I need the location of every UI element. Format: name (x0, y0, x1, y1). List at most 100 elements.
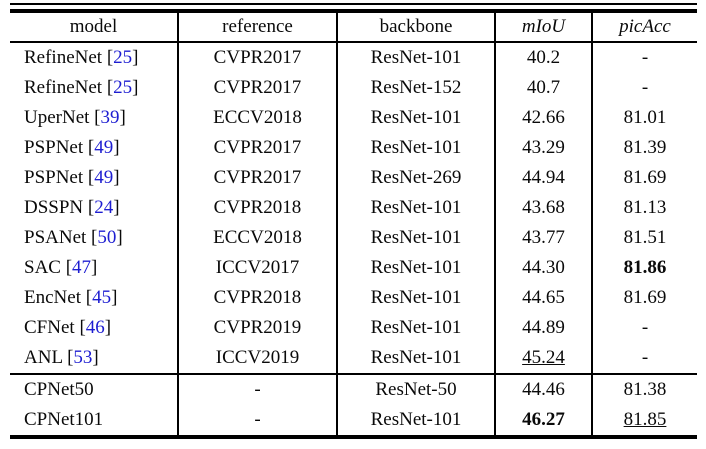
cell-picacc-value: 81.51 (623, 227, 667, 248)
cell-model: RefineNet [25] (24, 77, 139, 98)
cell-model: DSSPN [24] (24, 197, 120, 218)
cell-model: CFNet [46] (24, 317, 112, 338)
table-row: EncNet [45] CVPR2018 ResNet-101 44.65 81.69 (10, 283, 697, 313)
cell-backbone: ResNet-101 (336, 193, 495, 223)
cell-reference: ECCV2018 (177, 223, 337, 253)
table-row: CPNet101 - ResNet-101 46.27 81.85 (10, 405, 697, 437)
citation-link[interactable]: 49 (94, 167, 114, 188)
cell-picacc-value: 81.39 (623, 137, 667, 158)
citation-link[interactable]: 47 (72, 257, 92, 278)
cell-picacc-value: - (641, 347, 649, 368)
cell-model: PSPNet [49] (24, 137, 120, 158)
results-table-wrapper: model reference backbone mIoU picAcc RefineN… (10, 3, 697, 439)
table-row: SAC [47] ICCV2017 ResNet-101 44.30 81.86 (10, 253, 697, 283)
cell-model: CPNet50 (10, 373, 178, 405)
model-name: PSANet (24, 227, 87, 248)
cell-miou-value: 43.68 (522, 197, 565, 218)
citation-link[interactable]: 53 (73, 347, 93, 368)
model-name: RefineNet (24, 47, 103, 68)
cell-reference: ICCV2017 (177, 253, 337, 283)
cell-reference: - (177, 405, 337, 437)
column-header-model: model (10, 11, 178, 43)
cell-picacc: 81.85 (591, 405, 697, 437)
table-row: CPNet50 - ResNet-50 44.46 81.38 (10, 373, 697, 405)
citation-link[interactable]: 25 (113, 47, 133, 68)
cell-picacc-value: 81.86 (623, 257, 667, 278)
column-header-backbone: backbone (336, 11, 495, 43)
cell-picacc: 81.69 (591, 283, 697, 313)
cell-miou: 46.27 (494, 405, 592, 437)
table-header: model reference backbone mIoU picAcc (10, 11, 697, 43)
cell-backbone: ResNet-152 (336, 73, 495, 103)
cell-miou: 44.94 (494, 163, 592, 193)
cell-picacc-value: 81.69 (623, 287, 667, 308)
table-row: PSANet [50] ECCV2018 ResNet-101 43.77 81.51 (10, 223, 697, 253)
model-name: DSSPN (24, 197, 84, 218)
cell-reference: CVPR2019 (177, 313, 337, 343)
cell-reference: - (177, 373, 337, 405)
cell-picacc-value: 81.01 (623, 107, 667, 128)
cell-picacc: - (591, 73, 697, 103)
cell-reference: ICCV2019 (177, 343, 337, 374)
model-name: PSPNet (24, 167, 84, 188)
model-name: EncNet (24, 287, 81, 308)
results-table: model reference backbone mIoU picAcc RefineN… (10, 9, 697, 439)
cell-backbone: ResNet-50 (336, 373, 495, 405)
citation-link[interactable]: 24 (94, 197, 114, 218)
column-header-miou: mIoU (494, 11, 592, 43)
model-name: CFNet (24, 317, 75, 338)
column-header-reference: reference (177, 11, 337, 43)
citation-link[interactable]: 50 (97, 227, 117, 248)
cell-miou-value: 44.30 (522, 257, 565, 278)
cell-model: SAC [47] (24, 257, 98, 278)
cell-backbone: ResNet-101 (336, 343, 495, 374)
table-row: UperNet [39] ECCV2018 ResNet-101 42.66 81.01 (10, 103, 697, 133)
citation-link[interactable]: 46 (85, 317, 105, 338)
cell-backbone: ResNet-101 (336, 223, 495, 253)
cell-backbone: ResNet-101 (336, 42, 495, 73)
cell-miou: 43.77 (494, 223, 592, 253)
cell-picacc: - (591, 343, 697, 374)
table-row: RefineNet [25] CVPR2017 ResNet-101 40.2 - (10, 42, 697, 73)
cell-model: EncNet [45] (24, 287, 118, 308)
cell-model: CPNet101 (10, 405, 178, 437)
cell-miou-value: 45.24 (522, 347, 565, 368)
cell-picacc: - (591, 42, 697, 73)
cell-picacc-value: 81.38 (623, 379, 667, 400)
cell-picacc-value: 81.69 (623, 167, 667, 188)
cell-miou: 44.46 (494, 373, 592, 405)
table-row: PSPNet [49] CVPR2017 ResNet-101 43.29 81.39 (10, 133, 697, 163)
table-row: ANL [53] ICCV2019 ResNet-101 45.24 - (10, 343, 697, 374)
cell-model: ANL [53] (24, 347, 99, 368)
cell-picacc: 81.86 (591, 253, 697, 283)
cell-picacc: 81.13 (591, 193, 697, 223)
cell-picacc-value: 81.85 (623, 409, 667, 430)
model-name: CPNet101 (24, 409, 104, 430)
citation-link[interactable]: 25 (113, 77, 133, 98)
citation-link[interactable]: 49 (94, 137, 114, 158)
cell-backbone: ResNet-101 (336, 253, 495, 283)
cell-picacc: - (591, 313, 697, 343)
cell-miou-value: 44.94 (522, 167, 565, 188)
table-row: DSSPN [24] CVPR2018 ResNet-101 43.68 81.13 (10, 193, 697, 223)
cell-backbone: ResNet-101 (336, 313, 495, 343)
cell-miou-value: 44.65 (522, 287, 565, 308)
cell-miou: 43.68 (494, 193, 592, 223)
cell-reference: CVPR2018 (177, 283, 337, 313)
cell-miou-value: 43.77 (522, 227, 565, 248)
cell-miou-value: 42.66 (522, 107, 565, 128)
cell-miou: 43.29 (494, 133, 592, 163)
cell-picacc-value: - (641, 317, 649, 338)
citation-link[interactable]: 45 (92, 287, 112, 308)
citation-link[interactable]: 39 (100, 107, 120, 128)
model-name: ANL (24, 347, 63, 368)
cell-picacc: 81.39 (591, 133, 697, 163)
table-body: RefineNet [25] CVPR2017 ResNet-101 40.2- Ref… (10, 42, 697, 437)
model-name: UperNet (24, 107, 90, 128)
cell-model: UperNet [39] (24, 107, 126, 128)
cell-reference: CVPR2017 (177, 133, 337, 163)
cell-backbone: ResNet-269 (336, 163, 495, 193)
header-row: model reference backbone mIoU picAcc (10, 11, 697, 43)
cell-miou-value: 44.46 (522, 379, 565, 400)
